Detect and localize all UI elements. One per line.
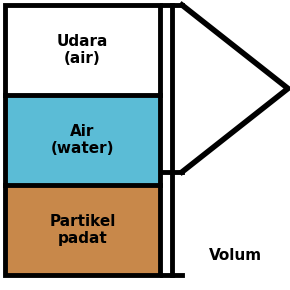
Text: Air
(water): Air (water) <box>51 124 114 156</box>
Bar <box>5 185 160 275</box>
Text: Volum: Volum <box>209 247 262 262</box>
Text: Udara
(air): Udara (air) <box>57 34 108 66</box>
Bar <box>5 5 160 275</box>
Bar <box>5 5 160 95</box>
Bar <box>5 95 160 185</box>
Text: Partikel
padat: Partikel padat <box>49 214 116 246</box>
